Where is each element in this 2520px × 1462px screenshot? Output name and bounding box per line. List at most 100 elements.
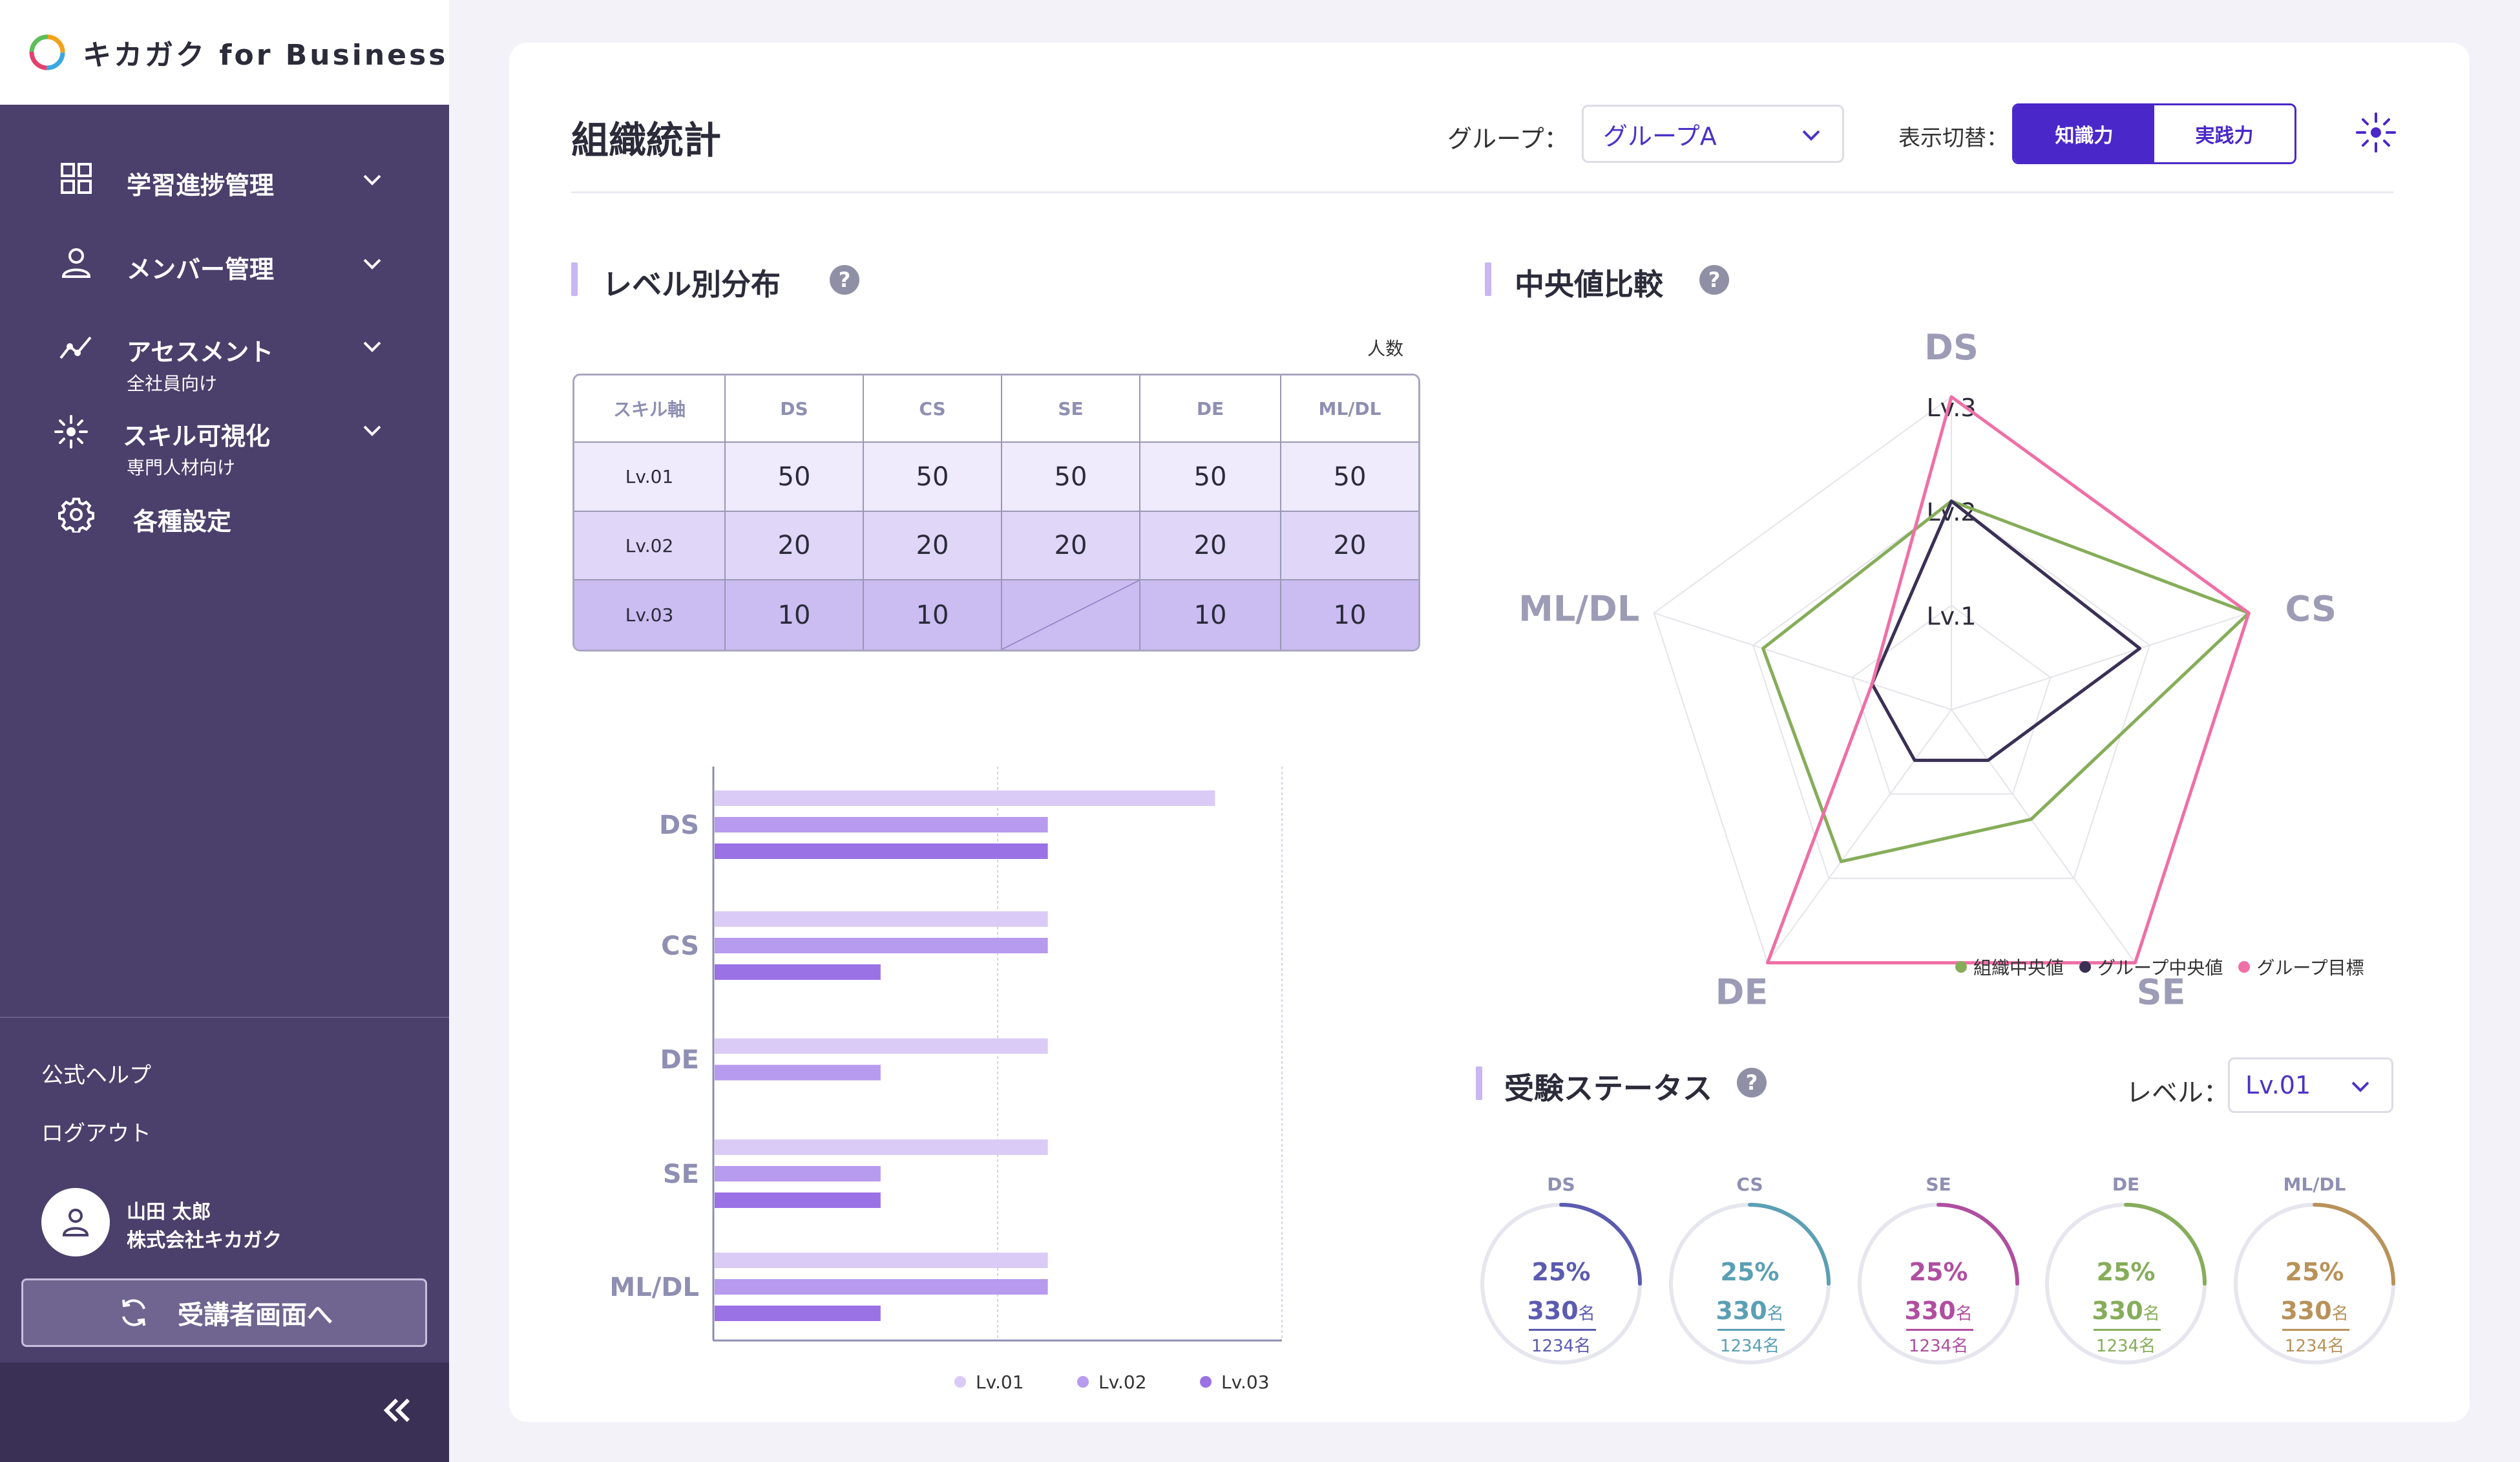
user-company: 株式会社キカガク xyxy=(127,1229,282,1252)
table-cell: 50 xyxy=(1140,443,1281,512)
bar xyxy=(715,843,1048,859)
section-accent xyxy=(1485,262,1491,296)
gear-icon xyxy=(58,498,94,533)
donut-ring xyxy=(2234,1203,2395,1364)
category-label: CS xyxy=(661,931,699,961)
category-label: DS xyxy=(659,810,699,840)
table-cell: 10 xyxy=(864,580,1002,650)
category-label: SE xyxy=(663,1160,699,1189)
bar xyxy=(715,1065,881,1081)
legend-dot xyxy=(954,1376,966,1388)
table-cell: 50 xyxy=(1002,443,1140,512)
legend-dot xyxy=(1200,1376,1212,1388)
sidebar-item-sublabel: 専門人材向け xyxy=(127,457,236,478)
help-icon[interactable]: ? xyxy=(1699,265,1729,295)
donut-ring xyxy=(2045,1203,2207,1364)
brand-logo[interactable]: キカガク for Business xyxy=(0,0,449,105)
donut-count-value: 330 xyxy=(1716,1297,1767,1325)
help-link[interactable]: 公式ヘルプ xyxy=(41,1063,151,1088)
skill-map-icon[interactable] xyxy=(2355,111,2397,154)
row-level: Lv.02 xyxy=(574,511,726,581)
donut-count-unit: 名 xyxy=(1955,1304,1973,1324)
group-select[interactable]: グループA xyxy=(1582,105,1844,163)
trend-icon xyxy=(59,336,92,359)
toggle-knowledge[interactable]: 知識力 xyxy=(2014,105,2154,162)
help-icon[interactable]: ? xyxy=(830,265,859,295)
bar xyxy=(715,790,1215,806)
exam-status-donut[interactable]: DS 25% 330名 1234名 xyxy=(1477,1174,1652,1387)
legend-dot xyxy=(2238,961,2251,973)
radar-spoke xyxy=(1951,612,2249,710)
legend-dot xyxy=(1955,961,1967,973)
legend-label: Lv.01 xyxy=(976,1372,1024,1393)
table-row: Lv.01 50 50 50 50 50 xyxy=(574,443,1418,512)
donut-total: 1234名 xyxy=(2095,1337,2156,1356)
donut-label: SE xyxy=(1926,1174,1951,1195)
sidebar-item-label: スキル可視化 xyxy=(123,422,271,450)
exam-status-donut[interactable]: ML/DL 25% 330名 1234名 xyxy=(2231,1174,2405,1387)
legend-label: グループ中央値 xyxy=(2097,957,2223,979)
donut-divider xyxy=(1529,1329,1596,1331)
bar xyxy=(715,1279,1048,1295)
chevron-down-icon xyxy=(2351,1081,2369,1092)
axis-label: SE xyxy=(2137,972,2186,1013)
bar xyxy=(715,1139,1048,1155)
donut-ring xyxy=(1858,1203,2019,1364)
legend-label: 組織中央値 xyxy=(1973,957,2064,979)
donut-ring xyxy=(1480,1203,1642,1364)
donut-count-value: 330 xyxy=(1527,1297,1579,1325)
table-header: SE xyxy=(1002,376,1140,443)
exam-status-donut[interactable]: DE 25% 330名 1234名 xyxy=(2042,1174,2216,1387)
sidebar-item-assessment[interactable]: アセスメント 全社員向け xyxy=(0,327,449,398)
sidebar-item-member-management[interactable]: メンバー管理 xyxy=(0,244,449,290)
radar-series xyxy=(1870,499,2142,762)
donut-total: 1234名 xyxy=(1908,1337,1969,1356)
axis-label: ML/DL xyxy=(1518,588,1639,629)
table-cell: 10 xyxy=(1281,580,1418,650)
table-cell: 20 xyxy=(726,511,864,581)
page-title: 組織統計 xyxy=(571,118,722,162)
logout-link[interactable]: ログアウト xyxy=(41,1121,151,1147)
exam-status-donut[interactable]: SE 25% 330名 1234名 xyxy=(1854,1174,2029,1387)
donut-total: 1234名 xyxy=(1719,1337,1780,1356)
radar-spoke xyxy=(1654,612,1952,710)
toggle-practice[interactable]: 実践力 xyxy=(2154,105,2294,162)
chevron-down-icon xyxy=(1802,130,1820,141)
donut-count: 330名 xyxy=(2231,1297,2399,1325)
collapse-sidebar-icon[interactable] xyxy=(377,1391,416,1430)
sidebar-item-label: アセスメント xyxy=(127,338,274,366)
sidebar-item-label: 各種設定 xyxy=(133,507,232,536)
bar xyxy=(715,1192,881,1208)
donut-percent: 25% xyxy=(1909,1258,1968,1286)
donut-count-value: 330 xyxy=(2280,1297,2332,1325)
sidebar-item-settings[interactable]: 各種設定 xyxy=(0,496,449,542)
person-icon xyxy=(61,248,91,278)
donut-count-unit: 名 xyxy=(2143,1304,2160,1324)
donut-percent: 25% xyxy=(1720,1258,1780,1286)
level-select[interactable]: Lv.01 xyxy=(2228,1057,2393,1113)
avatar[interactable] xyxy=(41,1188,110,1256)
donut-progress xyxy=(2045,1203,2207,1364)
legend-label: グループ目標 xyxy=(2256,957,2364,979)
help-icon[interactable]: ? xyxy=(1737,1068,1767,1097)
switch-button-label: 受講者画面へ xyxy=(178,1300,333,1330)
donut-divider xyxy=(2282,1329,2349,1331)
table-cell: 10 xyxy=(1140,580,1281,650)
donut-count: 330名 xyxy=(2042,1297,2210,1325)
donut-label: CS xyxy=(1736,1174,1763,1195)
sidebar-item-skill-visualization[interactable]: スキル可視化 専門人材向け xyxy=(0,411,449,482)
table-cell: 10 xyxy=(726,580,864,650)
donut-count: 330名 xyxy=(1666,1297,1834,1325)
category-label: ML/DL xyxy=(609,1273,699,1302)
donut-progress xyxy=(1669,1203,1831,1364)
sidebar-item-learning-progress[interactable]: 学習進捗管理 xyxy=(0,160,449,206)
axis-label: DS xyxy=(1924,327,1979,368)
exam-status-donut[interactable]: CS 25% 330名 1234名 xyxy=(1666,1174,1840,1387)
donut-divider xyxy=(2094,1329,2161,1331)
donut-label: ML/DL xyxy=(2283,1174,2346,1195)
level-bar-chart: DS CS DE SE ML/DL Lv.01 Lv.02 Lv.03 xyxy=(609,767,1283,1393)
donut-percent: 25% xyxy=(2285,1258,2344,1286)
legend-dot xyxy=(2079,961,2092,973)
radar-ring xyxy=(1752,500,2151,880)
switch-to-learner-button[interactable]: 受講者画面へ xyxy=(21,1278,427,1347)
